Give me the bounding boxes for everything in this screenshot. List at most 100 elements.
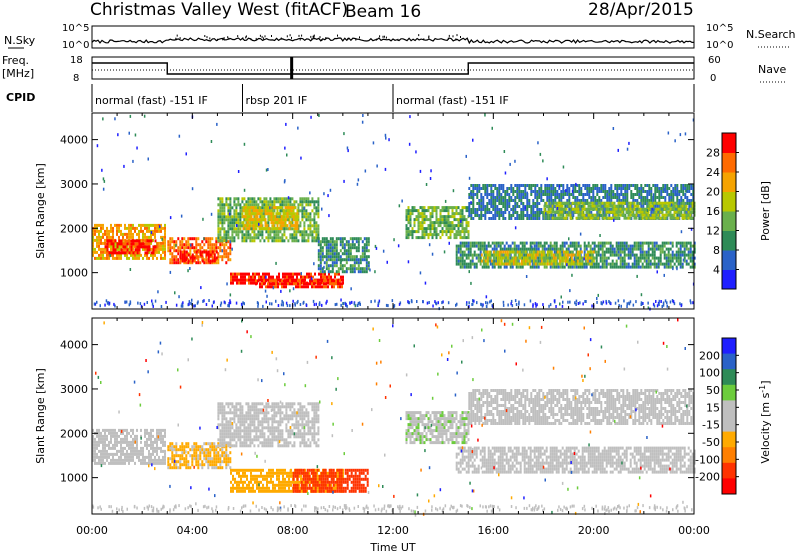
heatmap-cell [349, 264, 352, 268]
heatmap-cell [327, 246, 330, 250]
heatmap-cell [592, 190, 595, 193]
heatmap-cell [465, 230, 468, 234]
heatmap-cell [250, 212, 253, 216]
heatmap-cell [471, 244, 474, 248]
heatmap-cell [405, 230, 408, 234]
heatmap-cell [138, 256, 140, 260]
heatmap-cell [286, 272, 288, 276]
heatmap-cell [409, 218, 412, 222]
heatmap-cell [645, 256, 648, 260]
heatmap-cell [671, 207, 674, 211]
heatmap-cell [553, 247, 556, 251]
heatmap-cell [469, 247, 472, 251]
heatmap-cell [468, 205, 471, 208]
heatmap-cell [433, 221, 436, 225]
heatmap-cell [556, 253, 559, 257]
heatmap-scatter [596, 297, 598, 300]
heatmap-cell [579, 247, 582, 251]
heatmap-cell [605, 210, 608, 214]
heatmap-cell [602, 211, 605, 214]
noise-spike [383, 35, 385, 38]
heatmap-cell [607, 250, 610, 254]
heatmap-cell [555, 244, 558, 248]
heatmap-cell [132, 256, 134, 260]
heatmap-cell [351, 240, 354, 244]
heatmap-cell [118, 244, 120, 248]
heatmap-cell [472, 187, 475, 190]
heatmap-cell [619, 253, 622, 257]
heatmap-cell [195, 261, 198, 265]
heatmap-cell [118, 239, 121, 243]
heatmap-cell [485, 244, 488, 248]
heatmap-cell [686, 187, 689, 190]
heatmap-cell [247, 197, 250, 201]
heatmap-cell [482, 202, 485, 205]
heatmap-cell [556, 190, 559, 193]
heatmap-cell [526, 214, 529, 217]
heatmap-cell [545, 204, 548, 208]
heatmap-cell [520, 262, 523, 266]
noise-spike [319, 36, 321, 39]
heatmap-cell [211, 252, 214, 256]
heatmap-cell [433, 233, 436, 237]
heatmap-cell [265, 203, 268, 207]
heatmap-scatter [289, 289, 291, 293]
heatmap-cell [359, 255, 362, 259]
heatmap-cell [108, 256, 110, 260]
heatmap-cell [502, 211, 505, 214]
heatmap-cell [551, 216, 554, 220]
heatmap-cell [506, 253, 509, 257]
heatmap-cell [580, 190, 583, 193]
heatmap-cell [307, 285, 309, 289]
heatmap-cell [514, 253, 517, 257]
heatmap-cell [627, 210, 630, 214]
heatmap-cell [260, 221, 263, 225]
heatmap-cell [518, 193, 521, 196]
heatmap-cell [338, 272, 340, 276]
heatmap-cell [559, 265, 562, 269]
heatmap-cell [209, 246, 212, 250]
heatmap-cell [319, 285, 321, 289]
heatmap-cell [461, 265, 464, 269]
heatmap-cell [582, 184, 585, 187]
heatmap-cell [579, 213, 582, 217]
heatmap-cell [122, 242, 125, 246]
heatmap-cell [351, 270, 354, 274]
heatmap-cell [683, 253, 686, 257]
heatmap-cell [271, 224, 274, 228]
heatmap-cell [574, 187, 577, 190]
heatmap-cell [488, 208, 491, 211]
heatmap-cell [575, 216, 578, 220]
heatmap-cell [534, 262, 537, 266]
heatmap-cell [652, 184, 655, 187]
heatmap-cell [261, 233, 264, 237]
heatmap-cell [617, 256, 620, 260]
heatmap-cell [353, 246, 356, 250]
heatmap-cell [94, 223, 96, 227]
heatmap-cell [597, 204, 600, 208]
heatmap-cell [280, 221, 283, 225]
heatmap-cell [225, 218, 228, 222]
heatmap-cell [275, 200, 278, 204]
heatmap-cell [642, 205, 645, 208]
heatmap-cell [686, 190, 689, 193]
heatmap-cell [607, 201, 610, 205]
heatmap-cell [102, 223, 104, 227]
heatmap-cell [621, 213, 624, 217]
heatmap-cell [279, 197, 282, 201]
heatmap-cell [542, 214, 545, 217]
heatmap-cell [252, 272, 254, 276]
heatmap-cell [681, 213, 684, 217]
heatmap-cell [516, 205, 519, 208]
heatmap-cell [482, 262, 485, 266]
heatmap-cell [669, 213, 672, 217]
heatmap-cell [102, 232, 104, 236]
heatmap-cell [630, 184, 633, 187]
heatmap-cell [673, 253, 676, 257]
heatmap-cell [423, 227, 426, 231]
heatmap-cell [643, 250, 646, 254]
heatmap-cell [219, 227, 222, 231]
heatmap-cell [628, 187, 631, 190]
heatmap-cell [231, 233, 234, 237]
heatmap-cell [498, 259, 501, 263]
